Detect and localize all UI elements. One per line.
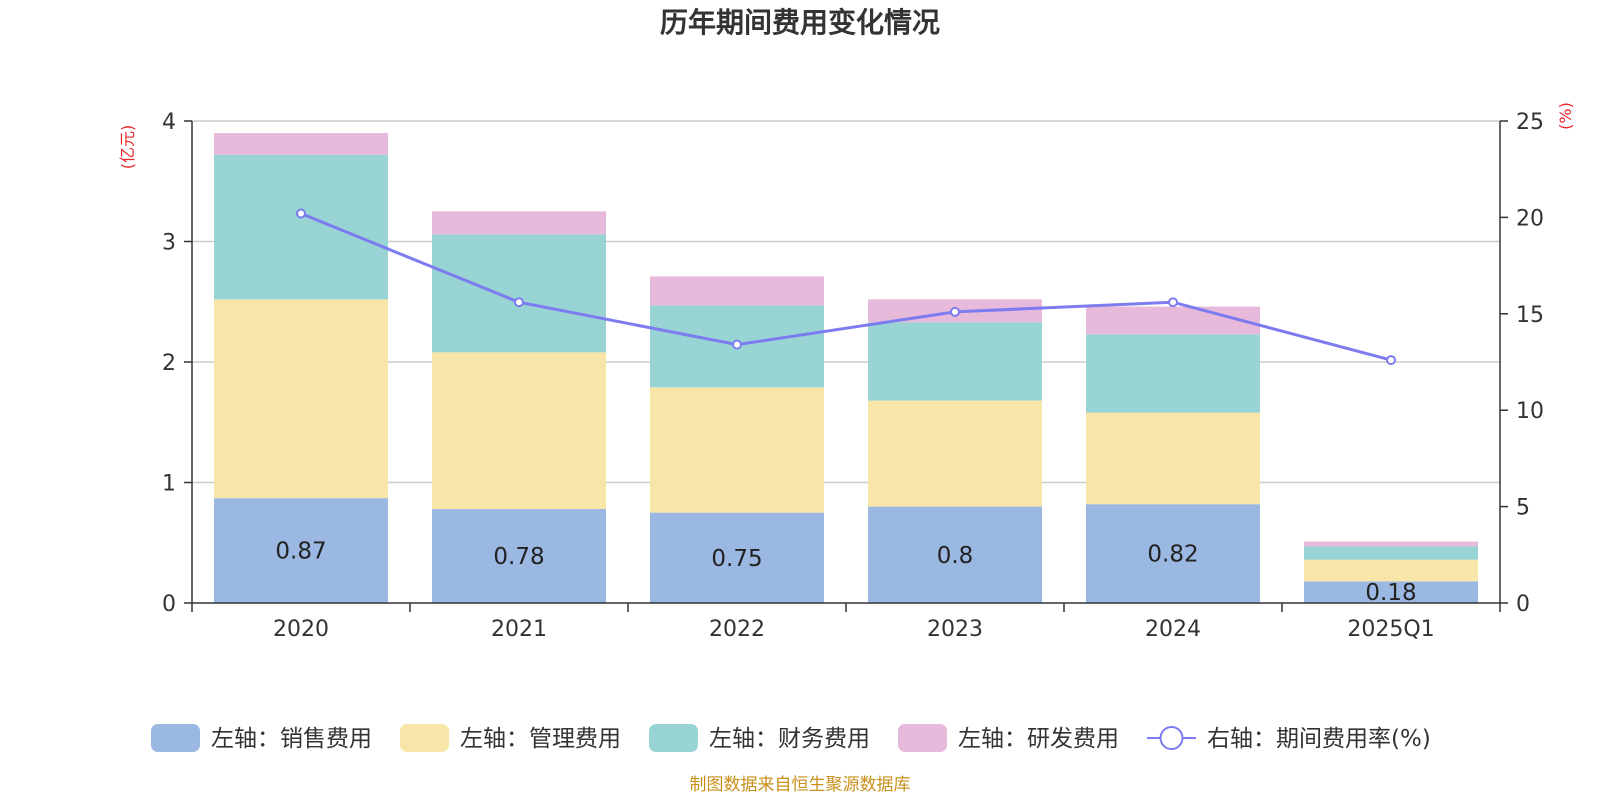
legend-swatch	[898, 724, 947, 752]
left-tick-label: 3	[162, 231, 176, 256]
bar-series: 0.87 0.78 0.75 0.8 0.82 0.18	[214, 133, 1478, 606]
rate-point	[296, 208, 306, 219]
bar-segment	[432, 352, 606, 510]
rate-line	[296, 208, 1396, 366]
bar-value-label: 0.18	[1365, 580, 1416, 606]
rate-point	[1168, 297, 1178, 308]
data-source: 制图数据来自恒生聚源数据库	[690, 775, 911, 795]
bar-segment	[1304, 581, 1478, 603]
chart-title: 历年期间费用变化情况	[660, 6, 940, 39]
bar-segment	[650, 276, 824, 306]
bar-segment	[650, 512, 824, 603]
bar-segment	[650, 387, 824, 513]
bar-value-label: 0.75	[711, 546, 762, 572]
legend-swatch	[649, 724, 698, 752]
bar-segment	[868, 506, 1042, 603]
legend-label: 左轴：研发费用	[958, 726, 1119, 752]
right-axis-unit: (%)	[1556, 102, 1575, 130]
legend-label: 右轴：期间费用率(%)	[1207, 726, 1431, 752]
right-tick-label: 0	[1516, 592, 1530, 617]
legend-label: 左轴：销售费用	[211, 726, 372, 752]
bar-segment	[214, 299, 388, 499]
bar-segment	[1304, 541, 1478, 547]
bar-segment	[1086, 306, 1260, 335]
rate-point	[732, 339, 742, 350]
bar-segment	[1304, 546, 1478, 560]
bar-segment	[214, 133, 388, 155]
bar-segment	[1304, 559, 1478, 582]
left-tick-label: 4	[162, 110, 176, 135]
right-tick-label: 15	[1516, 303, 1544, 328]
bar-value-label: 0.87	[275, 539, 326, 565]
legend-marker	[1159, 726, 1184, 750]
bar-segment	[432, 211, 606, 235]
x-tick-label: 2020	[273, 617, 329, 642]
x-tick-label: 2022	[709, 617, 765, 642]
left-tick-label: 1	[162, 472, 176, 497]
bar-segment	[432, 234, 606, 353]
x-tick-label: 2024	[1145, 617, 1201, 642]
left-tick-label: 0	[162, 592, 176, 617]
right-tick-label: 25	[1516, 110, 1544, 135]
left-tick-label: 2	[162, 351, 176, 376]
bar-value-label: 0.82	[1147, 542, 1198, 568]
rate-point	[950, 306, 960, 317]
bar-segment	[432, 509, 606, 603]
axes: 0 1 2 3 4 0 5 10 15 20 25 2020 2021 2022 2023 2024 2025Q…	[162, 110, 1544, 642]
gridlines	[192, 120, 1500, 484]
right-tick-label: 20	[1516, 206, 1544, 231]
legend-swatch	[400, 724, 449, 752]
bar-segment	[1086, 504, 1260, 603]
bar-value-label: 0.78	[493, 544, 544, 570]
bar-segment	[868, 400, 1042, 507]
left-axis-unit: (亿元)	[118, 125, 137, 170]
legend-label: 左轴：财务费用	[709, 726, 870, 752]
bar-value-label: 0.8	[937, 543, 974, 569]
bar-segment	[1086, 412, 1260, 505]
legend-swatch	[151, 724, 200, 752]
x-tick-label: 2025Q1	[1347, 617, 1434, 642]
bar-segment	[214, 498, 388, 603]
x-tick-label: 2023	[927, 617, 983, 642]
bar-segment	[1086, 334, 1260, 413]
bar-segment	[214, 154, 388, 300]
rate-line-path	[300, 212, 1392, 362]
legend: 左轴：销售费用 左轴：管理费用 左轴：财务费用 左轴：研发费用 右轴：期间费用率(%)	[151, 724, 1431, 752]
bar-segment	[868, 322, 1042, 401]
x-tick-label: 2021	[491, 617, 547, 642]
legend-label: 左轴：管理费用	[460, 726, 621, 752]
rate-point	[514, 297, 524, 308]
right-tick-label: 10	[1516, 399, 1544, 424]
rate-point	[1386, 355, 1396, 366]
right-tick-label: 5	[1516, 496, 1530, 521]
